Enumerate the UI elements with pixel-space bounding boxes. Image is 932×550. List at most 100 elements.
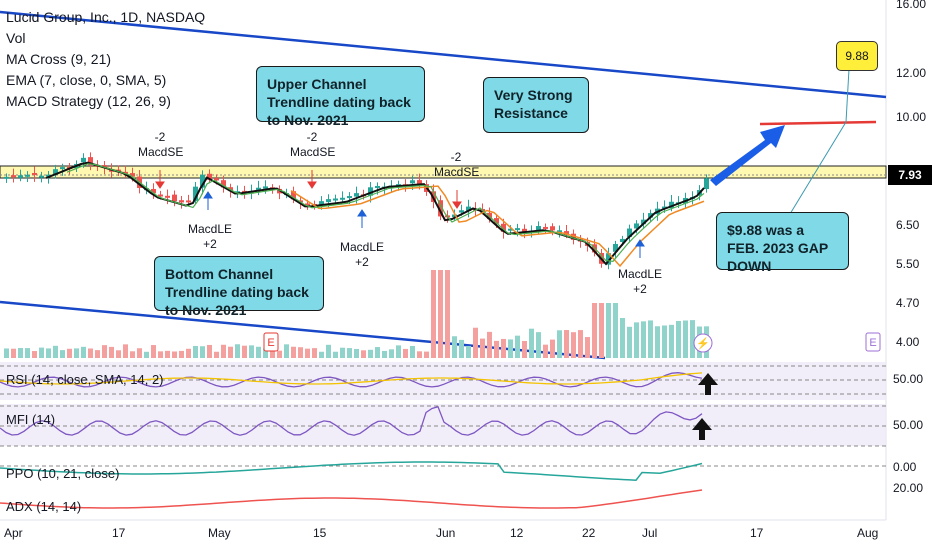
macd-strategy-indicator[interactable]: MACD Strategy (12, 26, 9) [6,93,171,109]
chart-legend: Lucid Group, Inc., 1D, NASDAQ Vol MA Cro… [6,7,205,112]
ppo-label[interactable]: PPO (10, 21, close) [6,466,120,481]
candle [410,180,415,184]
candle [172,194,177,202]
candle [18,175,23,178]
macd-short-arrow [452,190,462,209]
signal-type: MacdLE [340,240,385,254]
price-axis-label: 12.00 [896,66,927,80]
volume-bar [340,347,345,358]
earnings-icon[interactable] [263,332,279,352]
volume-bar [634,322,639,358]
rsi-label[interactable]: RSI (14, close, SMA, 14, 2) [6,372,164,387]
volume-bar [480,338,485,358]
candle [221,180,226,188]
candle [200,174,205,188]
candle [557,230,562,233]
gap-resistance-line[interactable] [759,120,877,126]
volume-bar [137,348,142,358]
upper-channel-callout[interactable]: Upper Channel Trendline dating back to N… [256,66,425,128]
signal-qty: +2 [203,237,217,251]
volume-bar [375,347,380,358]
volume-bar [445,270,450,358]
volume-bar [676,320,681,358]
volume-bar [172,351,177,358]
macd-short-signal: -2 MacdSE [290,130,336,160]
candle [648,213,653,218]
candle [186,200,191,203]
volume-bar [46,348,51,358]
earnings-icon-letter: E [267,337,274,349]
time-axis-label: May [208,526,231,540]
candle [662,206,667,209]
target-price-tag[interactable]: 9.88 [836,41,878,71]
signal-qty: -2 [154,130,166,144]
volume-bar [179,350,184,358]
volume-bar [459,339,464,358]
candle [466,206,471,211]
signal-type: MacdSE [138,145,184,159]
volume-bar [214,351,219,358]
macd-long-signal: MacdLE +2 [188,222,232,252]
target-arrow [710,125,785,186]
mfi-label[interactable]: MFI (14) [6,412,56,427]
ema-indicator[interactable]: EMA (7, close, 0, SMA, 5) [6,72,167,88]
volume-bar [228,346,233,358]
volume-bar [452,336,457,358]
earnings-future-icon[interactable] [865,332,881,352]
candle [354,193,359,197]
candle [368,187,373,196]
adx-axis-label: 20.00 [893,481,924,495]
volume-bar [557,330,562,358]
volume-bar [39,347,44,358]
bottom-channel-callout[interactable]: Bottom Channel Trendline dating back to … [154,256,324,318]
current-price-badge: 7.93 [888,165,932,185]
volume-bar [242,345,247,358]
volume-bar [655,326,660,358]
volume-bar [95,350,100,358]
volume-bar [123,344,128,358]
volume-bar [487,331,492,358]
candle [501,223,506,232]
volume-bar [116,350,121,358]
volume-bar [641,321,646,358]
volume-bar [347,348,352,358]
symbol-title[interactable]: Lucid Group, Inc., 1D, NASDAQ [6,9,206,25]
mfi-axis-label: 50.00 [893,418,924,432]
candle [508,228,513,231]
resistance-callout[interactable]: Very Strong Resistance [483,77,589,133]
macd-long-signal: MacdLE +2 [618,267,662,297]
ma-cross-indicator[interactable]: MA Cross (9, 21) [6,51,112,67]
dividend-icon[interactable] [693,333,713,353]
volume-bar [627,326,632,358]
candle [550,226,555,231]
signal-qty: -2 [306,130,318,144]
gap-down-callout[interactable]: $9.88 was a FEB. 2023 GAP DOWN [716,212,849,274]
volume-bar [130,351,135,358]
volume-bar [291,346,296,358]
volume-bar [543,344,548,358]
volume-bar [494,340,499,358]
candle [151,188,156,194]
adx-line [0,489,703,509]
candle [179,200,184,203]
ppo-axis-label: 0.00 [893,460,917,474]
volume-bar [571,332,576,358]
ma-cross-fast-line [45,161,705,266]
candle [130,173,135,177]
up-arrow-icon [698,373,718,395]
volume-bar [11,348,16,358]
volume-bar [599,303,604,358]
macd-signals [155,170,645,258]
macd-short-arrow [307,170,317,189]
candle [452,214,457,217]
candle [53,169,58,175]
signal-type: MacdSE [290,145,336,159]
upper-channel-trendline[interactable] [0,10,887,99]
volume-bar [277,350,282,358]
volume-bar [235,344,240,358]
volume-bar [403,348,408,358]
volume-indicator[interactable]: Vol [6,30,26,46]
candle [459,210,464,213]
adx-label[interactable]: ADX (14, 14) [6,499,82,514]
